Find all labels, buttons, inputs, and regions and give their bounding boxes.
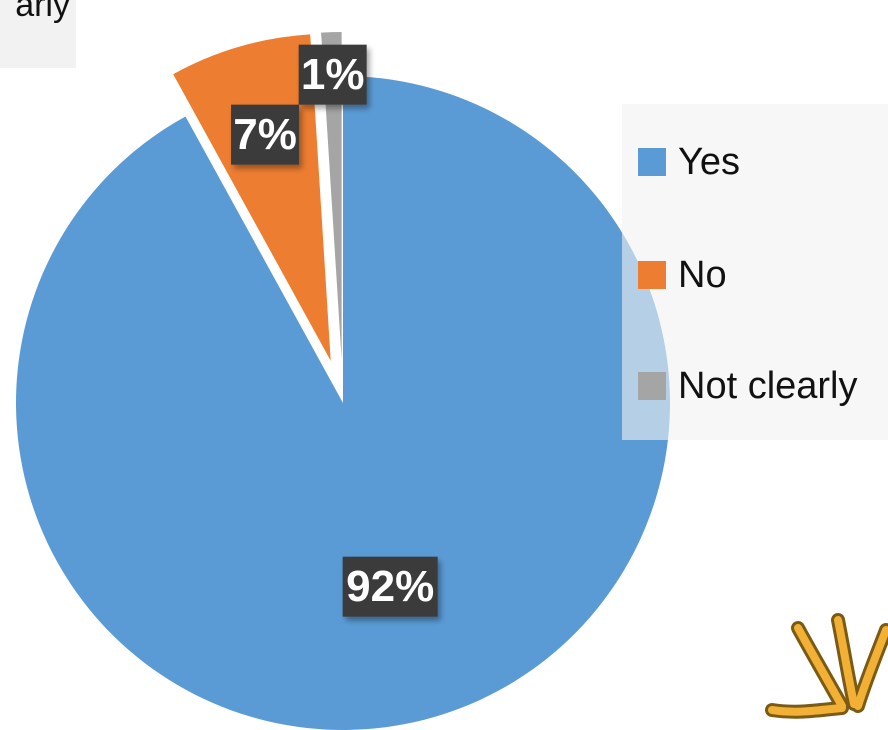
legend-item-yes: Yes: [638, 140, 740, 183]
data-label-no: 7%: [231, 104, 300, 165]
data-label-text-not-clearly: 1%: [301, 50, 365, 99]
yellow-lines-decoration-icon: [765, 613, 888, 719]
data-label-not-clearly: 1%: [298, 44, 367, 105]
data-label-yes: 92%: [342, 556, 438, 617]
data-label-box-no: [231, 104, 300, 165]
data-label-box-yes: [342, 556, 438, 617]
title-fragment-box: arly: [0, 0, 76, 68]
data-label-box-not-clearly: [298, 44, 367, 105]
legend-label-not-clearly: Not clearly: [678, 364, 858, 407]
legend: Yes No Not clearly: [622, 104, 888, 440]
title-fragment-text: arly: [15, 0, 70, 24]
legend-label-no: No: [678, 253, 727, 296]
pie-slice-not-clearly: [321, 32, 342, 360]
legend-swatch-not-clearly: [638, 372, 666, 400]
legend-swatch-no: [638, 261, 666, 289]
legend-label-yes: Yes: [678, 140, 740, 183]
data-label-text-no: 7%: [233, 110, 297, 159]
legend-swatch-yes: [638, 148, 666, 176]
pie-slice-yes: [16, 76, 670, 730]
legend-item-no: No: [638, 253, 727, 296]
legend-item-not-clearly: Not clearly: [638, 364, 858, 407]
data-label-text-yes: 92%: [346, 562, 434, 611]
